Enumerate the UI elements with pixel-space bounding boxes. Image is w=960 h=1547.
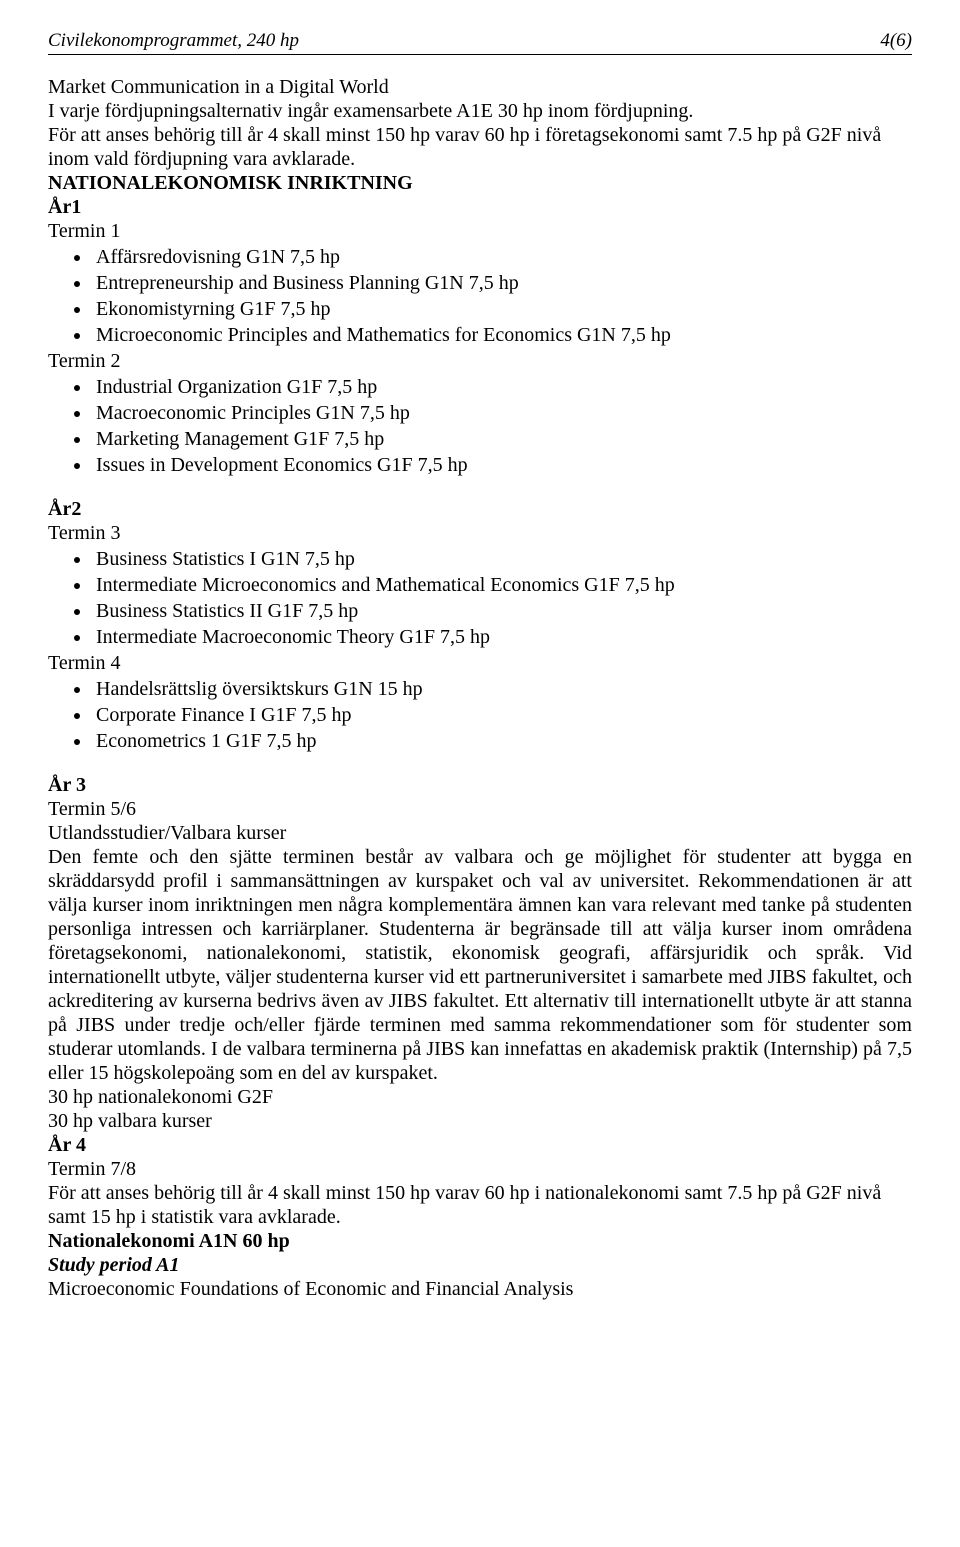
page-header: Civilekonomprogrammet, 240 hp 4(6) — [48, 30, 912, 55]
year3-subhead: Utlandsstudier/Valbara kurser — [48, 821, 912, 845]
year4-paragraph: För att anses behörig till år 4 skall mi… — [48, 1181, 912, 1229]
header-left: Civilekonomprogrammet, 240 hp — [48, 30, 299, 52]
list-item: Corporate Finance I G1F 7,5 hp — [92, 703, 912, 727]
intro-line-2: I varje fördjupningsalternativ ingår exa… — [48, 99, 912, 123]
intro-line-3: För att anses behörig till år 4 skall mi… — [48, 123, 912, 171]
termin78-label: Termin 7/8 — [48, 1157, 912, 1181]
termin1-list: Affärsredovisning G1N 7,5 hp Entrepreneu… — [48, 245, 912, 347]
list-item: Ekonomistyrning G1F 7,5 hp — [92, 297, 912, 321]
intro-line-1: Market Communication in a Digital World — [48, 75, 912, 99]
list-item: Affärsredovisning G1N 7,5 hp — [92, 245, 912, 269]
termin4-list: Handelsrättslig översiktskurs G1N 15 hp … — [48, 677, 912, 753]
list-item: Marketing Management G1F 7,5 hp — [92, 427, 912, 451]
list-item: Intermediate Microeconomics and Mathemat… — [92, 573, 912, 597]
termin56-label: Termin 5/6 — [48, 797, 912, 821]
year4-heading: År 4 — [48, 1133, 912, 1157]
list-item: Intermediate Macroeconomic Theory G1F 7,… — [92, 625, 912, 649]
header-right: 4(6) — [880, 30, 912, 52]
year4-study-period: Study period A1 — [48, 1253, 912, 1277]
year3-heading: År 3 — [48, 773, 912, 797]
year3-line-a: 30 hp nationalekonomi G2F — [48, 1085, 912, 1109]
list-item: Business Statistics II G1F 7,5 hp — [92, 599, 912, 623]
year4-last-line: Microeconomic Foundations of Economic an… — [48, 1277, 912, 1301]
list-item: Microeconomic Principles and Mathematics… — [92, 323, 912, 347]
termin3-list: Business Statistics I G1N 7,5 hp Interme… — [48, 547, 912, 649]
year1-heading: År1 — [48, 195, 912, 219]
year3-line-b: 30 hp valbara kurser — [48, 1109, 912, 1133]
list-item: Business Statistics I G1N 7,5 hp — [92, 547, 912, 571]
year4-sub-bold: Nationalekonomi A1N 60 hp — [48, 1229, 912, 1253]
termin1-label: Termin 1 — [48, 219, 912, 243]
list-item: Handelsrättslig översiktskurs G1N 15 hp — [92, 677, 912, 701]
termin4-label: Termin 4 — [48, 651, 912, 675]
list-item: Macroeconomic Principles G1N 7,5 hp — [92, 401, 912, 425]
year2-heading: År2 — [48, 497, 912, 521]
termin3-label: Termin 3 — [48, 521, 912, 545]
list-item: Econometrics 1 G1F 7,5 hp — [92, 729, 912, 753]
section-heading-national: NATIONALEKONOMISK INRIKTNING — [48, 171, 912, 195]
termin2-label: Termin 2 — [48, 349, 912, 373]
list-item: Industrial Organization G1F 7,5 hp — [92, 375, 912, 399]
termin2-list: Industrial Organization G1F 7,5 hp Macro… — [48, 375, 912, 477]
list-item: Entrepreneurship and Business Planning G… — [92, 271, 912, 295]
list-item: Issues in Development Economics G1F 7,5 … — [92, 453, 912, 477]
year3-paragraph: Den femte och den sjätte terminen består… — [48, 845, 912, 1085]
